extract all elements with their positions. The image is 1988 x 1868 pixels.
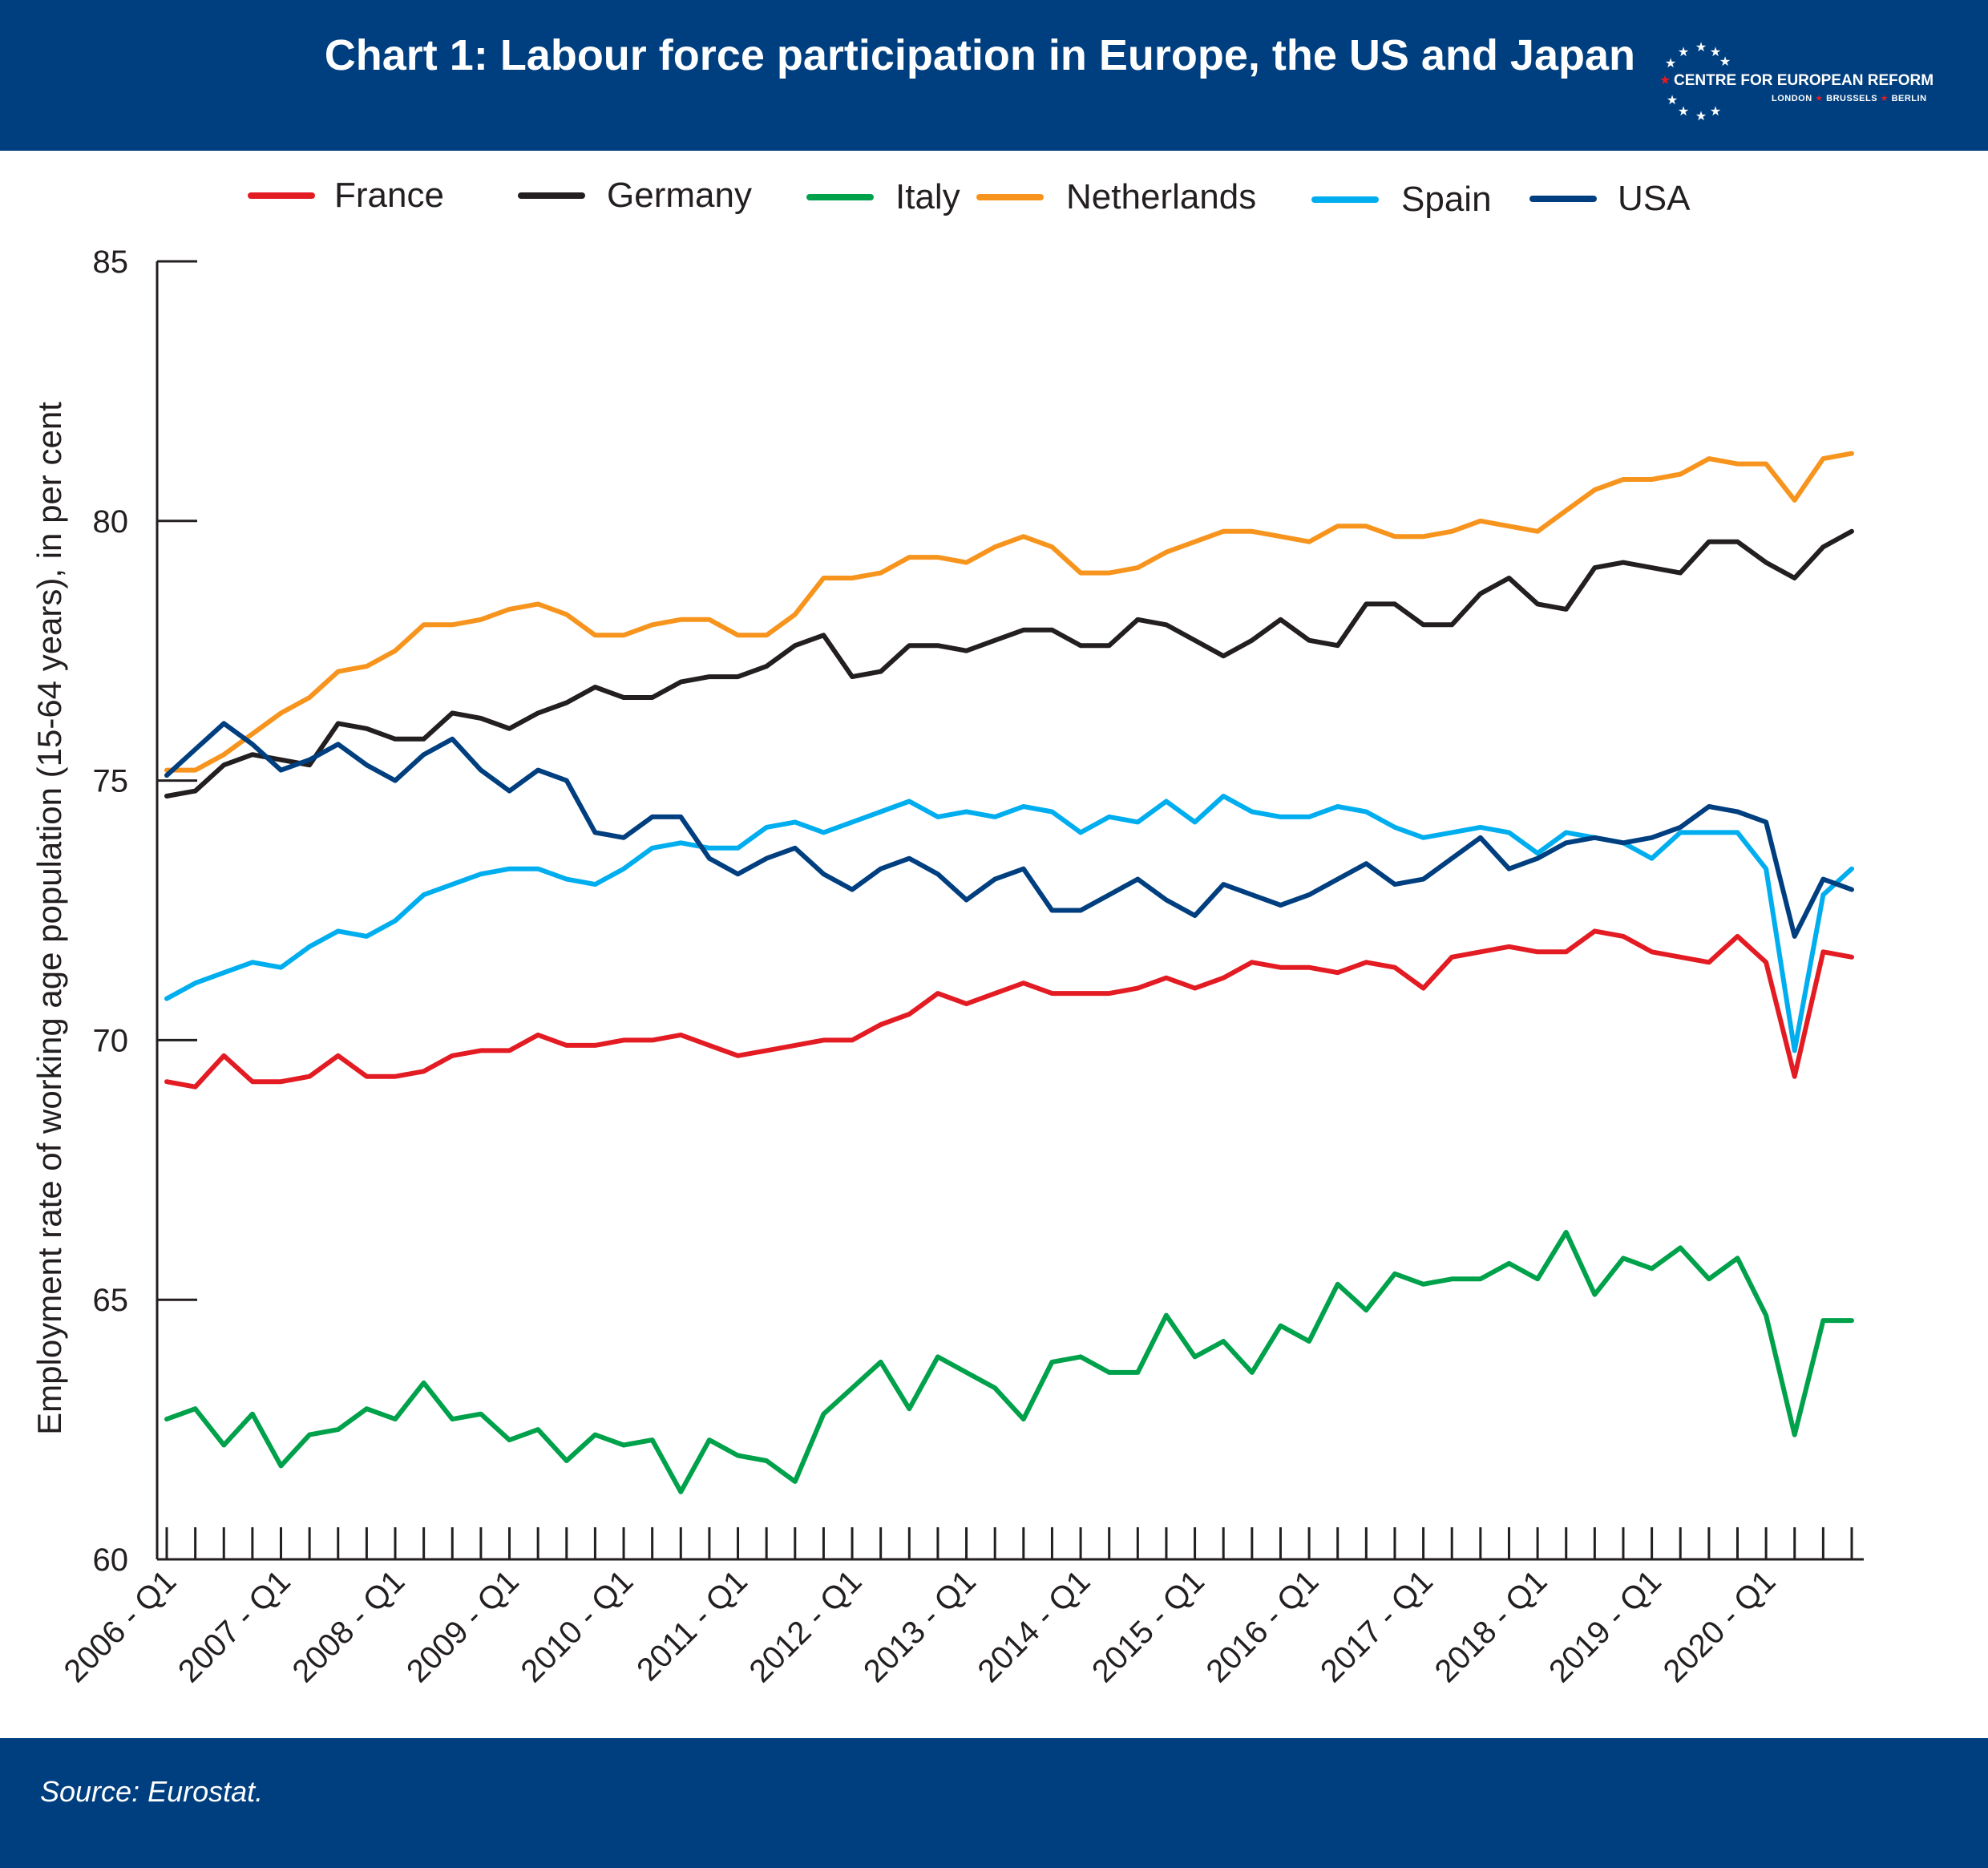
legend-label-germany: Germany	[607, 176, 752, 215]
y-tick-label: 85	[93, 245, 129, 280]
series-lines	[164, 451, 1854, 1494]
x-tick-label: 2010 - Q1	[514, 1563, 640, 1689]
axes: 60 65 70 75 80 85 Employment rate of working a…	[30, 245, 1864, 1689]
logo-star-ring-icon: ★ ★★ ★★ ★ ★★★	[1665, 42, 1731, 123]
svg-text:★: ★	[1710, 44, 1721, 59]
series-line-france	[164, 928, 1854, 1090]
svg-text:★: ★	[1695, 42, 1707, 55]
y-tick-label: 75	[93, 764, 129, 799]
chart-title: Chart 1: Labour force participation in E…	[324, 31, 1635, 79]
svg-text:★: ★	[1695, 108, 1707, 123]
legend-label-usa: USA	[1618, 179, 1691, 218]
footer-bar: Source: Eurostat.	[0, 1738, 1988, 1868]
series-line-italy	[164, 1230, 1854, 1494]
svg-text:★: ★	[1719, 54, 1731, 69]
y-tick-label: 65	[93, 1283, 129, 1318]
legend-label-netherlands: Netherlands	[1066, 177, 1256, 216]
header-bar: Chart 1: Labour force participation in E…	[0, 0, 1988, 151]
legend-label-france: France	[334, 176, 444, 215]
x-tick-label: 2014 - Q1	[972, 1563, 1097, 1689]
logo-red-star-icon: ★	[1659, 74, 1671, 87]
series-line-germany	[164, 528, 1854, 799]
x-tick-label: 2015 - Q1	[1085, 1563, 1211, 1689]
x-tick-label: 2016 - Q1	[1200, 1563, 1326, 1689]
source-note: Source: Eurostat.	[40, 1775, 264, 1808]
legend-label-spain: Spain	[1401, 180, 1492, 219]
x-tick-label: 2009 - Q1	[400, 1563, 526, 1689]
svg-text:★: ★	[1678, 44, 1689, 59]
x-tick-label: 2013 - Q1	[857, 1563, 983, 1689]
legend: France Germany Italy Netherlands Spain USA	[248, 176, 1691, 219]
logo-name: CENTRE FOR EUROPEAN REFORM	[1674, 72, 1934, 89]
x-tick-label: 2006 - Q1	[57, 1563, 183, 1689]
legend-label-italy: Italy	[895, 177, 960, 216]
y-tick-label: 70	[93, 1023, 129, 1058]
y-tick-label: 80	[93, 504, 129, 540]
svg-text:★: ★	[1667, 92, 1678, 107]
x-tick-label: 2007 - Q1	[172, 1563, 297, 1689]
x-tick-label: 2012 - Q1	[743, 1563, 869, 1689]
series-line-netherlands	[164, 451, 1854, 773]
x-tick-label: 2008 - Q1	[285, 1563, 411, 1689]
logo-cities: LONDON ★ BRUSSELS ★ BERLIN	[1772, 94, 1927, 103]
svg-text:★: ★	[1710, 103, 1721, 119]
line-chart: France Germany Italy Netherlands Spain USA 60…	[30, 176, 1864, 1689]
svg-text:★: ★	[1665, 55, 1676, 71]
x-tick-label: 2011 - Q1	[630, 1563, 754, 1688]
series-line-usa	[164, 721, 1854, 939]
x-tick-label: 2018 - Q1	[1428, 1563, 1554, 1689]
y-axis-title: Employment rate of working age populatio…	[30, 402, 68, 1435]
x-tick-label: 2020 - Q1	[1657, 1563, 1783, 1689]
x-tick-label: 2017 - Q1	[1314, 1563, 1440, 1689]
cer-logo: ★ ★ ★ ★ ★ ★ ★ ★ ★ ★ CENTRE FOR EUROPEAN REFORM…	[1659, 42, 1934, 125]
y-tick-label: 60	[93, 1543, 129, 1578]
x-tick-label: 2019 - Q1	[1542, 1563, 1668, 1689]
svg-text:★: ★	[1678, 103, 1689, 119]
series-line-spain	[164, 794, 1854, 1053]
